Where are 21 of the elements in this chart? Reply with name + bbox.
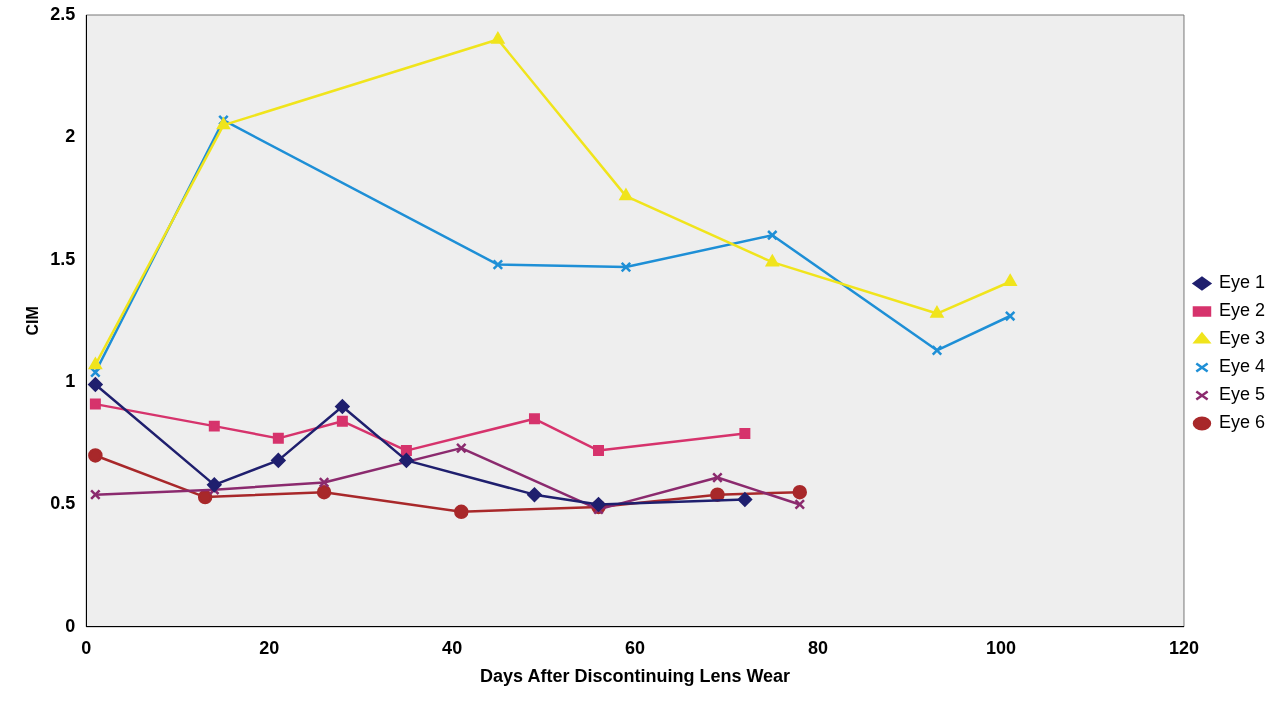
x-tick-label: 60 [625, 637, 646, 658]
x-tick-label: 20 [259, 637, 280, 658]
legend-label: Eye 4 [1218, 356, 1265, 377]
x-tick-label: 0 [81, 637, 92, 658]
y-tick-label: 2 [65, 126, 76, 147]
y-axis-title: CIM [24, 306, 42, 336]
legend-label: Eye 1 [1218, 272, 1265, 293]
x-tick-label: 100 [985, 637, 1017, 658]
y-tick-label: 1.5 [50, 248, 76, 269]
x-tick-label: 80 [808, 637, 829, 658]
x-axis-title: Days After Discontinuing Lens Wear [480, 666, 791, 687]
legend-label: Eye 6 [1218, 412, 1265, 433]
legend-label: Eye 5 [1218, 384, 1265, 405]
y-tick-label: 0 [65, 615, 76, 636]
x-tick-label: 120 [1168, 637, 1199, 658]
y-tick-label: 1 [65, 371, 76, 392]
y-tick-label: 2.5 [50, 3, 76, 24]
y-tick-label: 0.5 [50, 493, 76, 514]
x-tick-label: 40 [442, 637, 463, 658]
legend-label: Eye 3 [1218, 328, 1265, 349]
legend-label: Eye 2 [1218, 300, 1265, 321]
